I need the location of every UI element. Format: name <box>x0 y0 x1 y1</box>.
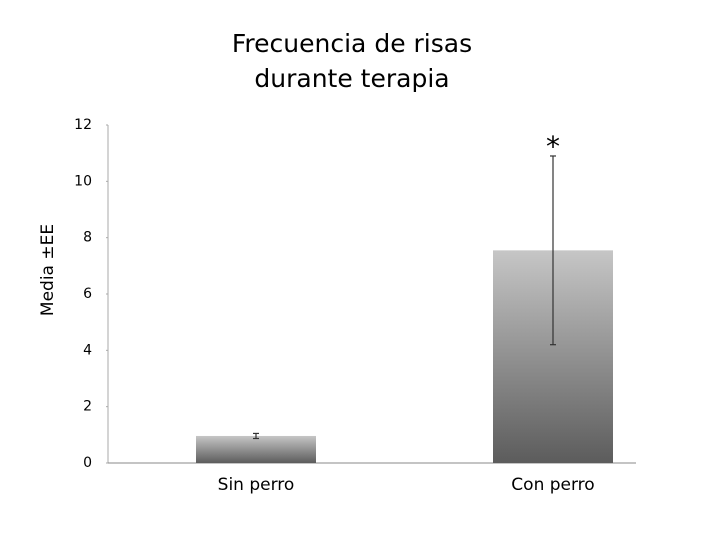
x-tick-label: Sin perro <box>218 475 295 495</box>
chart-title: durante terapia <box>254 64 449 93</box>
y-axis-label: Media ±EE <box>38 224 58 316</box>
y-tick-label: 4 <box>83 342 92 358</box>
y-tick-label: 10 <box>74 173 92 189</box>
y-tick-label: 0 <box>83 455 92 471</box>
bar <box>196 435 316 463</box>
y-tick-label: 6 <box>83 286 92 302</box>
x-tick-label: Con perro <box>511 475 594 495</box>
y-tick-label: 12 <box>74 117 92 133</box>
y-tick-label: 8 <box>83 230 92 246</box>
annotation: * <box>546 130 560 163</box>
chart-title: Frecuencia de risas <box>232 29 472 58</box>
y-tick-label: 2 <box>83 399 92 415</box>
